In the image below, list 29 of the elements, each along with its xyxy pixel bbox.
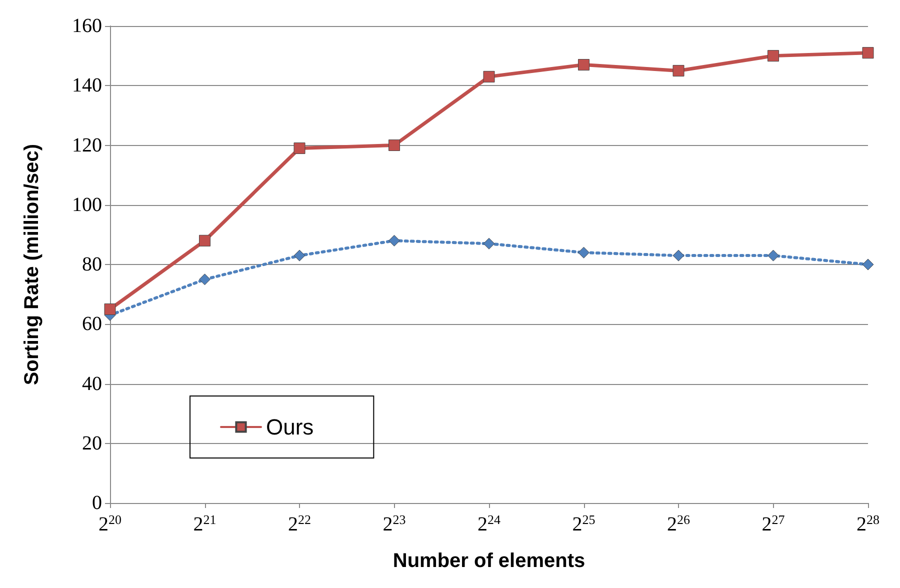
y-tick-label: 60 — [82, 313, 102, 336]
point — [294, 142, 306, 154]
point — [768, 250, 779, 262]
point — [862, 258, 874, 270]
y-axis-title: Sorting Rate (million/sec) — [21, 144, 43, 386]
point — [862, 47, 874, 59]
x-axis-title: Number of elements — [392, 550, 586, 572]
point — [294, 250, 306, 262]
point — [578, 246, 590, 258]
point — [388, 140, 400, 151]
y-tick-label: 20 — [82, 432, 102, 454]
y-tick-label: 100 — [72, 194, 102, 216]
point — [199, 234, 210, 246]
point — [388, 234, 400, 246]
point — [578, 59, 590, 71]
point — [672, 250, 684, 262]
legend-label: Ours — [266, 414, 314, 440]
y-tick-label: 80 — [82, 254, 102, 276]
point — [672, 64, 684, 76]
point — [199, 274, 210, 286]
point — [483, 238, 495, 250]
point — [768, 50, 779, 62]
point — [483, 70, 495, 82]
y-tick-label: 120 — [72, 134, 102, 156]
y-tick-label: 40 — [82, 372, 102, 395]
y-tick-label: 0 — [92, 492, 102, 514]
y-tick-label: 160 — [72, 15, 102, 37]
y-tick-label: 140 — [72, 74, 102, 97]
point — [104, 303, 116, 315]
